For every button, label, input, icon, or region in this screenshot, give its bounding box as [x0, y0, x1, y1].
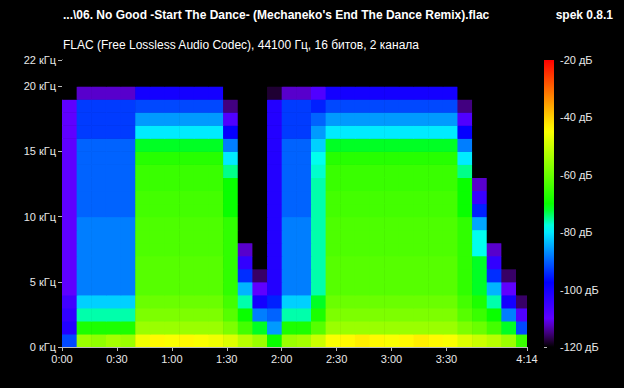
- svg-text:-60 дБ: -60 дБ: [560, 169, 593, 181]
- svg-text:-20 дБ: -20 дБ: [560, 54, 593, 66]
- svg-text:FLAC (Free Lossless Audio Code: FLAC (Free Lossless Audio Codec), 44100 …: [63, 38, 419, 52]
- svg-text:3:00: 3:00: [381, 353, 402, 365]
- svg-text:2:00: 2:00: [271, 353, 292, 365]
- svg-text:spek 0.8.1: spek 0.8.1: [556, 8, 614, 22]
- svg-text:0:00: 0:00: [51, 353, 72, 365]
- svg-text:...\06. No Good -Start The Dan: ...\06. No Good -Start The Dance- (Mecha…: [63, 8, 490, 22]
- svg-text:-40 дБ: -40 дБ: [560, 111, 593, 123]
- svg-text:0 кГц: 0 кГц: [30, 341, 57, 353]
- svg-text:1:30: 1:30: [216, 353, 237, 365]
- svg-text:-100 дБ: -100 дБ: [560, 284, 599, 296]
- svg-text:20 кГц: 20 кГц: [24, 80, 57, 92]
- svg-text:-120 дБ: -120 дБ: [560, 341, 599, 353]
- svg-text:3:30: 3:30: [436, 353, 457, 365]
- svg-text:0:30: 0:30: [106, 353, 127, 365]
- svg-text:1:00: 1:00: [161, 353, 182, 365]
- svg-text:2:30: 2:30: [326, 353, 347, 365]
- svg-text:5 кГц: 5 кГц: [30, 276, 57, 288]
- svg-text:15 кГц: 15 кГц: [24, 145, 57, 157]
- svg-text:-80 дБ: -80 дБ: [560, 226, 593, 238]
- svg-text:4:14: 4:14: [516, 353, 537, 365]
- svg-text:22 кГц: 22 кГц: [24, 54, 57, 66]
- svg-text:10 кГц: 10 кГц: [24, 211, 57, 223]
